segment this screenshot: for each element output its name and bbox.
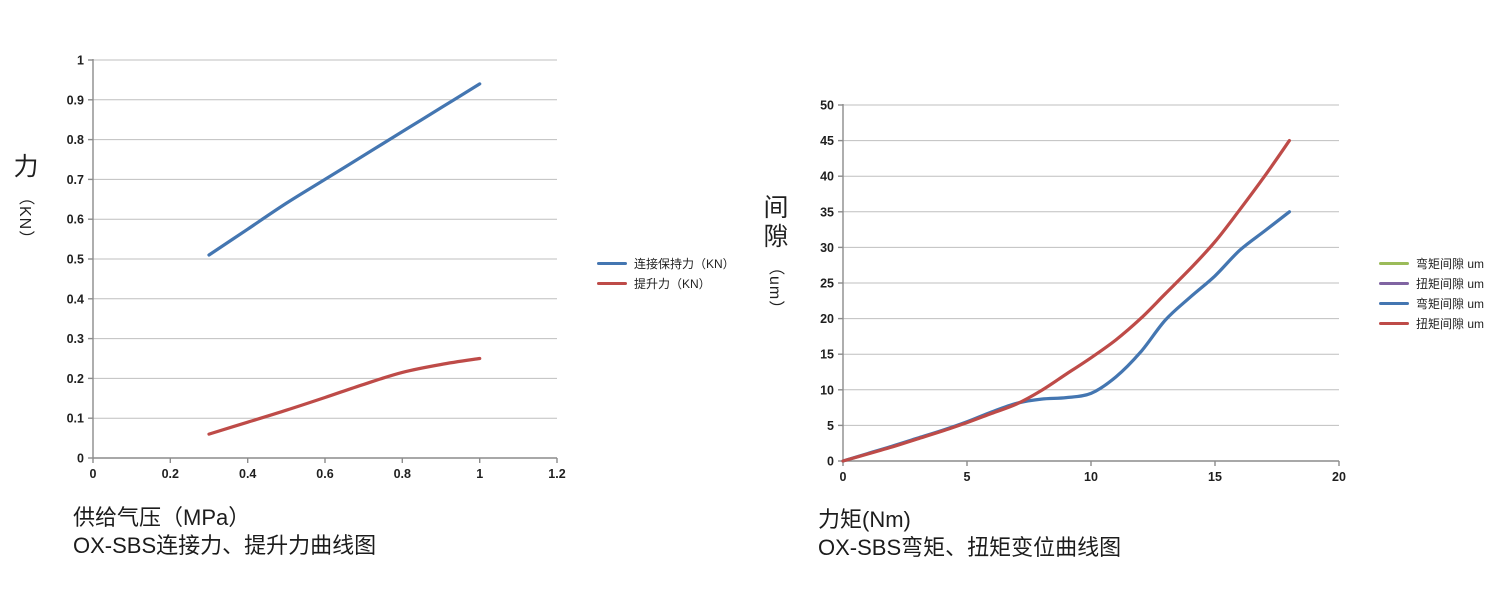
left-y-title-unit: （KN） (16, 189, 33, 248)
x-tick-label: 20 (1332, 470, 1346, 484)
y-tick-label: 20 (820, 312, 834, 326)
x-tick-label: 1.2 (548, 467, 565, 481)
y-tick-label: 50 (820, 99, 834, 113)
y-tick-label: 15 (820, 348, 834, 362)
legend-label: 扭矩间隙 um (1416, 276, 1485, 291)
x-tick-label: 0.8 (394, 467, 411, 481)
x-tick-label: 0.6 (316, 467, 333, 481)
y-tick-label: 30 (820, 241, 834, 255)
legend-line-sample (1379, 321, 1409, 325)
legend-item: 弯矩间隙 um (1379, 293, 1484, 313)
y-tick-label: 0.4 (67, 292, 84, 306)
right-chart-title: OX-SBS弯矩、扭矩变位曲线图 (818, 535, 1122, 560)
right-chart-x-axis-title: 力矩(Nm) (818, 507, 911, 532)
legend-line-sample (1379, 261, 1409, 265)
series-line (207, 82, 482, 257)
legend-item: 提升力（KN） (597, 273, 735, 293)
x-tick-label: 0.2 (162, 467, 179, 481)
y-tick-label: 5 (827, 419, 834, 433)
y-tick-label: 10 (820, 383, 834, 397)
y-tick-label: 0 (827, 455, 834, 469)
legend-line-sample (597, 261, 627, 265)
right-chart-y-axis-title: 间隙 （um） (760, 194, 788, 318)
legend-item: 弯矩间隙 um (1379, 253, 1484, 273)
y-tick-label: 40 (820, 170, 834, 184)
x-tick-label: 1 (476, 467, 483, 481)
series-line (841, 210, 1292, 463)
y-tick-label: 0.9 (67, 93, 84, 107)
y-tick-label: 45 (820, 134, 834, 148)
legend-line-sample (597, 281, 627, 285)
y-tick-label: 0.6 (67, 213, 84, 227)
legend-item: 连接保持力（KN） (597, 253, 735, 273)
left-y-title-text: 力 (10, 153, 38, 182)
series-line (207, 356, 482, 436)
y-tick-label: 25 (820, 277, 834, 291)
y-tick-label: 0.7 (67, 173, 84, 187)
left-chart-y-axis-title: 力 （KN） (10, 153, 38, 248)
y-tick-label: 0.2 (67, 372, 84, 386)
y-tick-label: 1 (77, 54, 84, 68)
legend-item: 扭矩间隙 um (1379, 313, 1484, 333)
right-chart-legend: 弯矩间隙 um 扭矩间隙 um 弯矩间隙 um 扭矩间隙 um (1379, 253, 1484, 333)
legend-item: 扭矩间隙 um (1379, 273, 1484, 293)
right-chart-captions: 力矩(Nm) OX-SBS弯矩、扭矩变位曲线图 (818, 506, 1121, 562)
x-tick-label: 15 (1208, 470, 1222, 484)
x-tick-label: 0 (840, 470, 847, 484)
x-tick-label: 5 (964, 470, 971, 484)
y-tick-label: 0.5 (67, 253, 84, 267)
right-y-title-unit: （um） (766, 259, 783, 318)
legend-line-sample (1379, 301, 1409, 305)
x-tick-label: 10 (1084, 470, 1098, 484)
series-line (841, 138, 1292, 463)
legend-label: 提升力（KN） (634, 276, 711, 291)
left-chart-captions: 供给气压（MPa） OX-SBS连接力、提升力曲线图 (73, 504, 376, 560)
y-tick-label: 0.3 (67, 332, 84, 346)
y-tick-label: 35 (820, 205, 834, 219)
legend-label: 扭矩间隙 um (1416, 316, 1485, 331)
y-tick-label: 0.1 (67, 412, 84, 426)
legend-line-sample (1379, 281, 1409, 285)
legend-label: 弯矩间隙 um (1416, 256, 1485, 271)
right-y-title-text: 间隙 (760, 194, 788, 252)
x-tick-label: 0 (90, 467, 97, 481)
left-chart-x-axis-title: 供给气压（MPa） (73, 505, 251, 530)
legend-label: 连接保持力（KN） (634, 256, 735, 271)
left-chart-title: OX-SBS连接力、提升力曲线图 (73, 533, 377, 558)
y-tick-label: 0.8 (67, 133, 84, 147)
x-tick-label: 0.4 (239, 467, 256, 481)
left-chart-legend: 连接保持力（KN） 提升力（KN） (597, 253, 735, 293)
legend-label: 弯矩间隙 um (1416, 296, 1485, 311)
y-tick-label: 0 (77, 452, 84, 466)
